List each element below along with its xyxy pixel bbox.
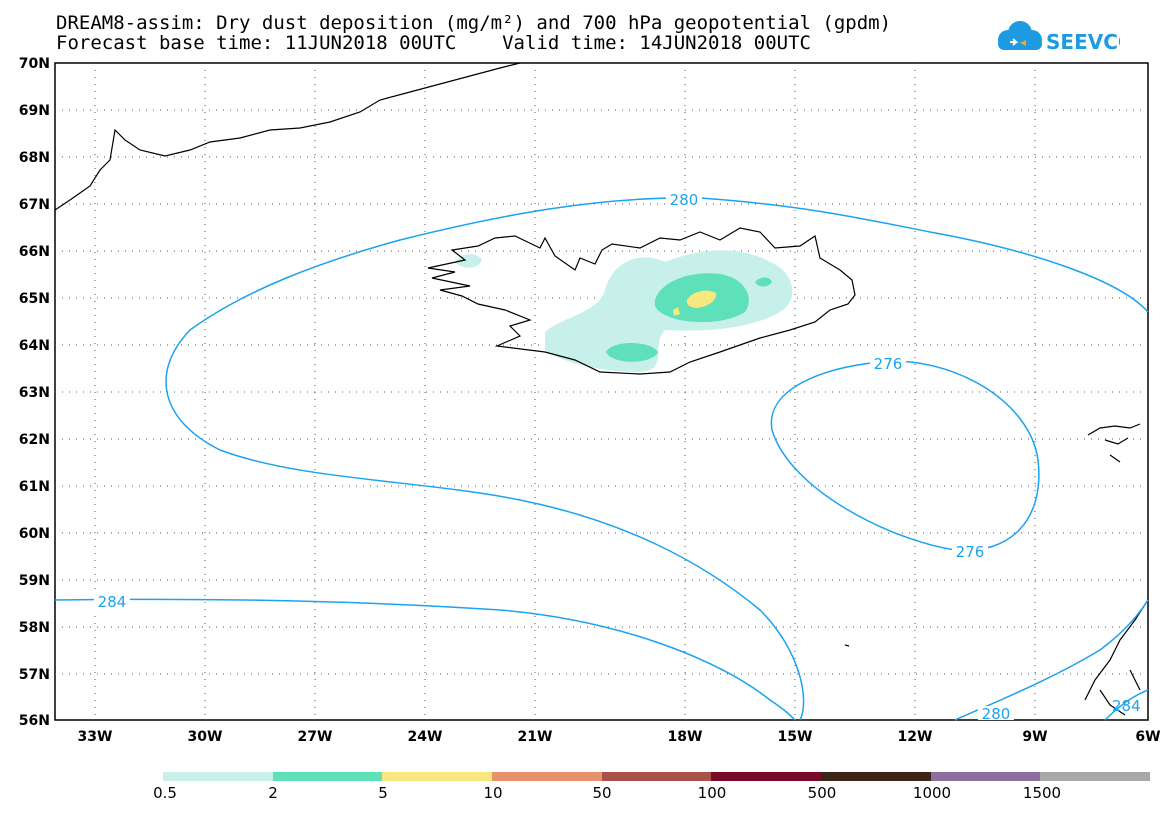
legend-swatch (711, 772, 822, 781)
lat-label: 67N (19, 197, 50, 213)
greenland-coastline (54, 62, 521, 211)
legend-swatch (272, 772, 383, 781)
dust-level-5 (673, 307, 680, 316)
lat-label: 66N (19, 244, 50, 260)
contour-label: 284 (98, 593, 127, 611)
lat-label: 59N (19, 573, 50, 589)
lat-label: 61N (19, 479, 50, 495)
legend-swatch (492, 772, 602, 781)
lat-label: 62N (19, 432, 50, 448)
logo-text: SEEVCCC (1046, 30, 1120, 54)
lat-label: 64N (19, 338, 50, 354)
lat-label: 68N (19, 150, 50, 166)
dust-level-5 (686, 290, 717, 308)
lat-label: 56N (19, 713, 50, 729)
lat-label: 69N (19, 103, 50, 119)
lon-label: 18W (668, 729, 703, 745)
legend-swatch (1040, 772, 1151, 781)
legend-label: 1500 (1022, 784, 1062, 802)
dust-level-2 (606, 343, 658, 362)
legend-swatch (821, 772, 931, 781)
faroe-coastline (1087, 423, 1141, 463)
coastlines (54, 62, 1149, 716)
lat-label: 63N (19, 385, 50, 401)
contour-label: 280 (982, 705, 1011, 723)
scotland-coastline (1084, 599, 1149, 716)
graticule (55, 63, 1148, 720)
contour-280-south (954, 599, 1149, 721)
contour-label: 276 (874, 355, 903, 373)
lat-label: 57N (19, 667, 50, 683)
contour-label: 280 (670, 191, 699, 209)
longitude-labels: 33W 30W 27W 24W 21W 18W 15W 12W 9W 6W (78, 729, 1161, 745)
contour-label: 284 (1112, 697, 1141, 715)
legend-label: 50 (592, 784, 612, 802)
iceland-coastline (427, 227, 856, 375)
lon-label: 21W (518, 729, 553, 745)
contour-284-corner (1104, 689, 1149, 721)
legend-label: 10 (483, 784, 503, 802)
lat-label: 65N (19, 291, 50, 307)
dust-deposition-shading (455, 250, 793, 372)
forecast-times: Forecast base time: 11JUN2018 00UTC Vali… (56, 32, 811, 54)
lon-label: 30W (188, 729, 223, 745)
legend-colorbar (163, 772, 1151, 781)
contour-label: 276 (956, 543, 985, 561)
legend-label: 2 (268, 784, 278, 802)
lon-label: 12W (898, 729, 933, 745)
legend-label: 100 (697, 784, 727, 802)
contour-280 (165, 197, 1149, 721)
lat-label: 70N (19, 56, 50, 72)
contour-276 (770, 360, 1040, 552)
geopotential-contours (54, 197, 1149, 721)
dust-level-2 (755, 277, 772, 287)
lon-label: 9W (1022, 729, 1047, 745)
legend-swatch (163, 772, 273, 781)
legend-label: 500 (807, 784, 837, 802)
lon-label: 15W (778, 729, 813, 745)
lat-label: 58N (19, 620, 50, 636)
lon-label: 24W (408, 729, 443, 745)
legend-swatch (930, 772, 1041, 781)
lat-label: 60N (19, 526, 50, 542)
lon-label: 27W (298, 729, 333, 745)
contour-284 (54, 598, 796, 721)
lon-label: 6W (1135, 729, 1160, 745)
rockall-coastline (844, 644, 850, 647)
cloud-icon (998, 21, 1042, 50)
legend-swatch (601, 772, 712, 781)
map-title: DREAM8-assim: Dry dust deposition (mg/m²… (56, 12, 892, 34)
lon-label: 33W (78, 729, 113, 745)
contour-labels: 280 276 276 284 280 284 (94, 190, 1141, 723)
latitude-labels: 70N 69N 68N 67N 66N 65N 64N 63N 62N 61N … (19, 56, 50, 729)
seevccc-logo: SEEVCCC (998, 21, 1120, 54)
legend-label: 0.5 (153, 784, 177, 802)
legend-swatch (382, 772, 493, 781)
legend-label: 5 (378, 784, 388, 802)
legend-label: 1000 (912, 784, 952, 802)
